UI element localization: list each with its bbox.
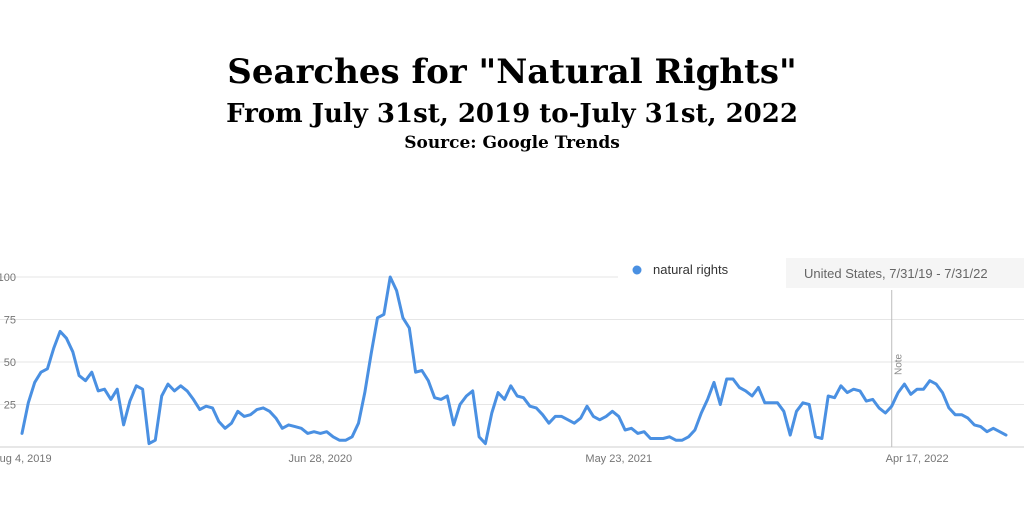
chart-subtitle: From July 31st, 2019 to-July 31st, 2022 xyxy=(226,99,798,129)
y-tick-label-50: 50 xyxy=(4,357,16,369)
title-block: Searches for "Natural Rights" From July … xyxy=(0,52,1024,154)
y-tick-label-75: 75 xyxy=(4,315,16,327)
chart-source: Source: Google Trends xyxy=(404,133,620,153)
note-label: Note xyxy=(894,353,905,375)
x-tick-label-2: May 23, 2021 xyxy=(585,453,652,465)
legend: natural rights xyxy=(618,254,786,290)
chart-title: Searches for "Natural Rights" xyxy=(227,52,797,92)
x-axis-ticks: Aug 4, 2019 Jun 28, 2020 May 23, 2021 Apr 1… xyxy=(0,453,949,465)
region-box: United States, 7/31/19 - 7/31/22 xyxy=(786,258,1024,288)
x-tick-label-0: Aug 4, 2019 xyxy=(0,453,52,465)
legend-background xyxy=(618,254,786,290)
y-tick-label-25: 25 xyxy=(4,400,16,412)
y-axis-ticks: 25 50 75 100 xyxy=(0,272,16,412)
region-label: United States, 7/31/19 - 7/31/22 xyxy=(804,266,988,281)
series-line-natural-rights xyxy=(20,275,1008,446)
region-background xyxy=(786,258,1024,288)
x-tick-label-3: Apr 17, 2022 xyxy=(886,453,949,465)
legend-dot xyxy=(632,265,642,275)
legend-label: natural rights xyxy=(653,262,729,277)
y-tick-label-100: 100 xyxy=(0,272,16,284)
grid-layer xyxy=(0,276,1024,448)
trend-chart: 25 50 75 100 Aug 4, 2019 Jun 28, 2020 May 23,… xyxy=(0,254,1024,465)
x-tick-label-1: Jun 28, 2020 xyxy=(289,453,353,465)
note-annotation: Note xyxy=(891,290,905,447)
